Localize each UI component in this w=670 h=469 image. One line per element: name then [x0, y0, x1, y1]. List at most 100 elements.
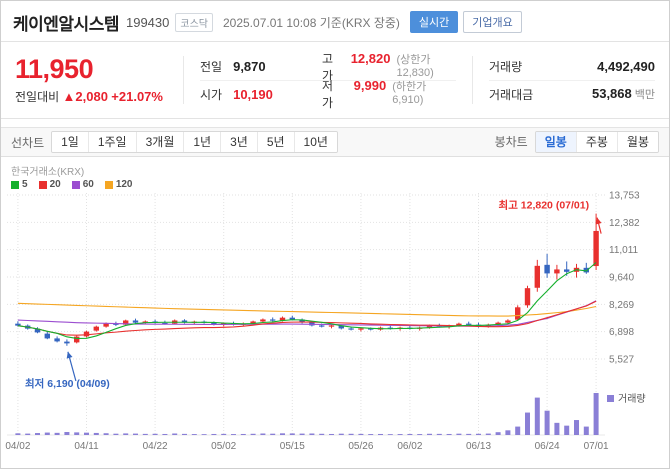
candle-body	[456, 323, 462, 326]
volume-bar	[142, 433, 148, 435]
ma-line-5	[17, 262, 597, 339]
legend-swatch-icon	[71, 180, 80, 189]
realtime-button[interactable]: 실시간	[409, 11, 459, 33]
stats-row-1: 전일 9,870 고가 12,820 (상한가 12,830)	[200, 51, 456, 83]
stats-row-2: 시가 10,190 저가 9,990 (하한가 6,910)	[200, 78, 456, 110]
legend-period-label: 60	[82, 179, 94, 190]
x-axis-label: 05/26	[348, 441, 373, 452]
volume-bar	[103, 433, 109, 435]
volume-bar	[191, 434, 197, 435]
volume-bar	[15, 433, 21, 435]
legend-item-ma-60: 60	[71, 179, 94, 190]
candle-body	[270, 319, 276, 321]
candle-body	[289, 317, 295, 320]
y-axis-label: 5,527	[609, 355, 634, 366]
trade-amount-row: 거래대금 53,868 백만	[489, 80, 655, 107]
candle-body	[15, 323, 21, 326]
line-chart-label: 선차트	[11, 135, 45, 150]
candle-body	[299, 319, 305, 323]
volume-bar	[44, 432, 50, 435]
chart-range-button-4[interactable]: 3년	[220, 131, 257, 153]
y-axis-label: 6,898	[609, 327, 634, 338]
candle-body	[260, 319, 266, 322]
volume-bar	[554, 422, 560, 435]
volume-bar	[289, 433, 295, 435]
chart-range-button-2[interactable]: 3개월	[135, 131, 184, 153]
prev-close-cell: 전일 9,870	[200, 59, 266, 74]
candle-body	[162, 322, 168, 325]
company-overview-button[interactable]: 기업개요	[463, 11, 522, 33]
volume-bar	[64, 432, 70, 435]
x-axis-label: 06/13	[466, 441, 491, 452]
volume-bar	[446, 433, 452, 435]
candle-body	[466, 323, 472, 325]
candle-chart-label: 봉차트	[494, 135, 528, 150]
candle-type-button-2[interactable]: 월봉	[616, 131, 658, 153]
x-axis-label: 06/02	[397, 441, 422, 452]
volume-bar	[270, 433, 276, 435]
volume-bar	[593, 393, 599, 435]
chart-range-button-6[interactable]: 10년	[293, 131, 337, 153]
volume-bar	[348, 433, 354, 435]
volume-legend-label: 거래량	[618, 393, 646, 405]
chart-range-button-0[interactable]: 1일	[52, 131, 88, 153]
ma-line-120	[17, 302, 597, 317]
volume-bar	[397, 434, 403, 435]
candle-body	[348, 328, 354, 330]
open-value: 10,190	[233, 86, 273, 102]
x-axis-label: 04/02	[5, 441, 30, 452]
candle-body	[524, 288, 531, 306]
volume-bar	[299, 433, 305, 435]
candle-type-button-1[interactable]: 주봉	[575, 131, 617, 153]
low-cell: 저가 9,990 (하한가 6,910)	[322, 77, 456, 111]
chart-toolbar: 선차트 1일 1주일 3개월 1년 3년 5년 10년 봉차트 일봉 주봉 월봉	[1, 127, 669, 157]
candle-body	[505, 320, 511, 323]
legend-item-ma-5: 5	[11, 179, 28, 190]
chart-range-button-3[interactable]: 1년	[183, 131, 221, 153]
x-axis-label: 04/11	[74, 441, 99, 452]
current-price-block: 11,950 전일대비 ▲2,080 +21.07%	[15, 53, 183, 107]
lower-limit-note: (하한가 6,910)	[392, 81, 427, 106]
annotation-high: 최고 12,820 (07/01)	[499, 199, 590, 212]
volume-bar	[456, 433, 462, 435]
candle-body	[485, 324, 491, 327]
volume-bar	[211, 433, 217, 435]
volume-bar	[133, 433, 138, 435]
ma-line-20	[17, 300, 597, 336]
up-arrow-icon: ▲	[62, 88, 76, 104]
volume-bar	[495, 432, 501, 435]
volume-bar	[152, 433, 158, 435]
amount-unit: 백만	[634, 89, 655, 101]
volume-row: 거래량 4,492,490	[489, 59, 655, 74]
x-axis-label: 07/01	[584, 441, 609, 452]
x-axis-label: 05/15	[280, 441, 305, 452]
legend-item-ma-20: 20	[38, 179, 61, 190]
volume-bar	[84, 432, 89, 435]
chart-range-button-5[interactable]: 5년	[256, 131, 294, 153]
candle-body	[583, 267, 589, 273]
volume-bar	[250, 433, 256, 435]
exchange-label: 한국거래소(KRX)	[11, 167, 85, 178]
change-percent: +21.07%	[111, 88, 163, 104]
volume-bar	[544, 410, 550, 435]
chart-range-button-1[interactable]: 1주일	[87, 131, 136, 153]
candle-type-group-wrap: 봉차트 일봉 주봉 월봉	[494, 130, 659, 154]
y-axis-label: 9,640	[609, 273, 634, 284]
candle-body	[54, 338, 60, 342]
candle-body	[358, 328, 364, 330]
candle-body	[132, 320, 139, 323]
candle-type-button-0[interactable]: 일봉	[535, 131, 576, 153]
divider	[183, 56, 184, 104]
candle-body	[338, 325, 344, 329]
y-axis-label: 13,753	[609, 191, 640, 202]
candle-body	[515, 307, 521, 320]
stock-price-chart: 13,753 12,382 11,011 9,640 8,269 6,898 5,527 04…	[5, 191, 646, 453]
trade-stats: 거래량 4,492,490 거래대금 53,868 백만	[473, 53, 655, 107]
volume-bar	[319, 433, 325, 435]
volume-bar	[417, 434, 423, 435]
volume-bar	[466, 433, 472, 435]
y-axis-label: 8,269	[609, 300, 634, 311]
volume-bar	[505, 430, 511, 435]
legend-swatch-icon	[38, 180, 47, 189]
open-cell: 시가 10,190	[200, 86, 273, 102]
